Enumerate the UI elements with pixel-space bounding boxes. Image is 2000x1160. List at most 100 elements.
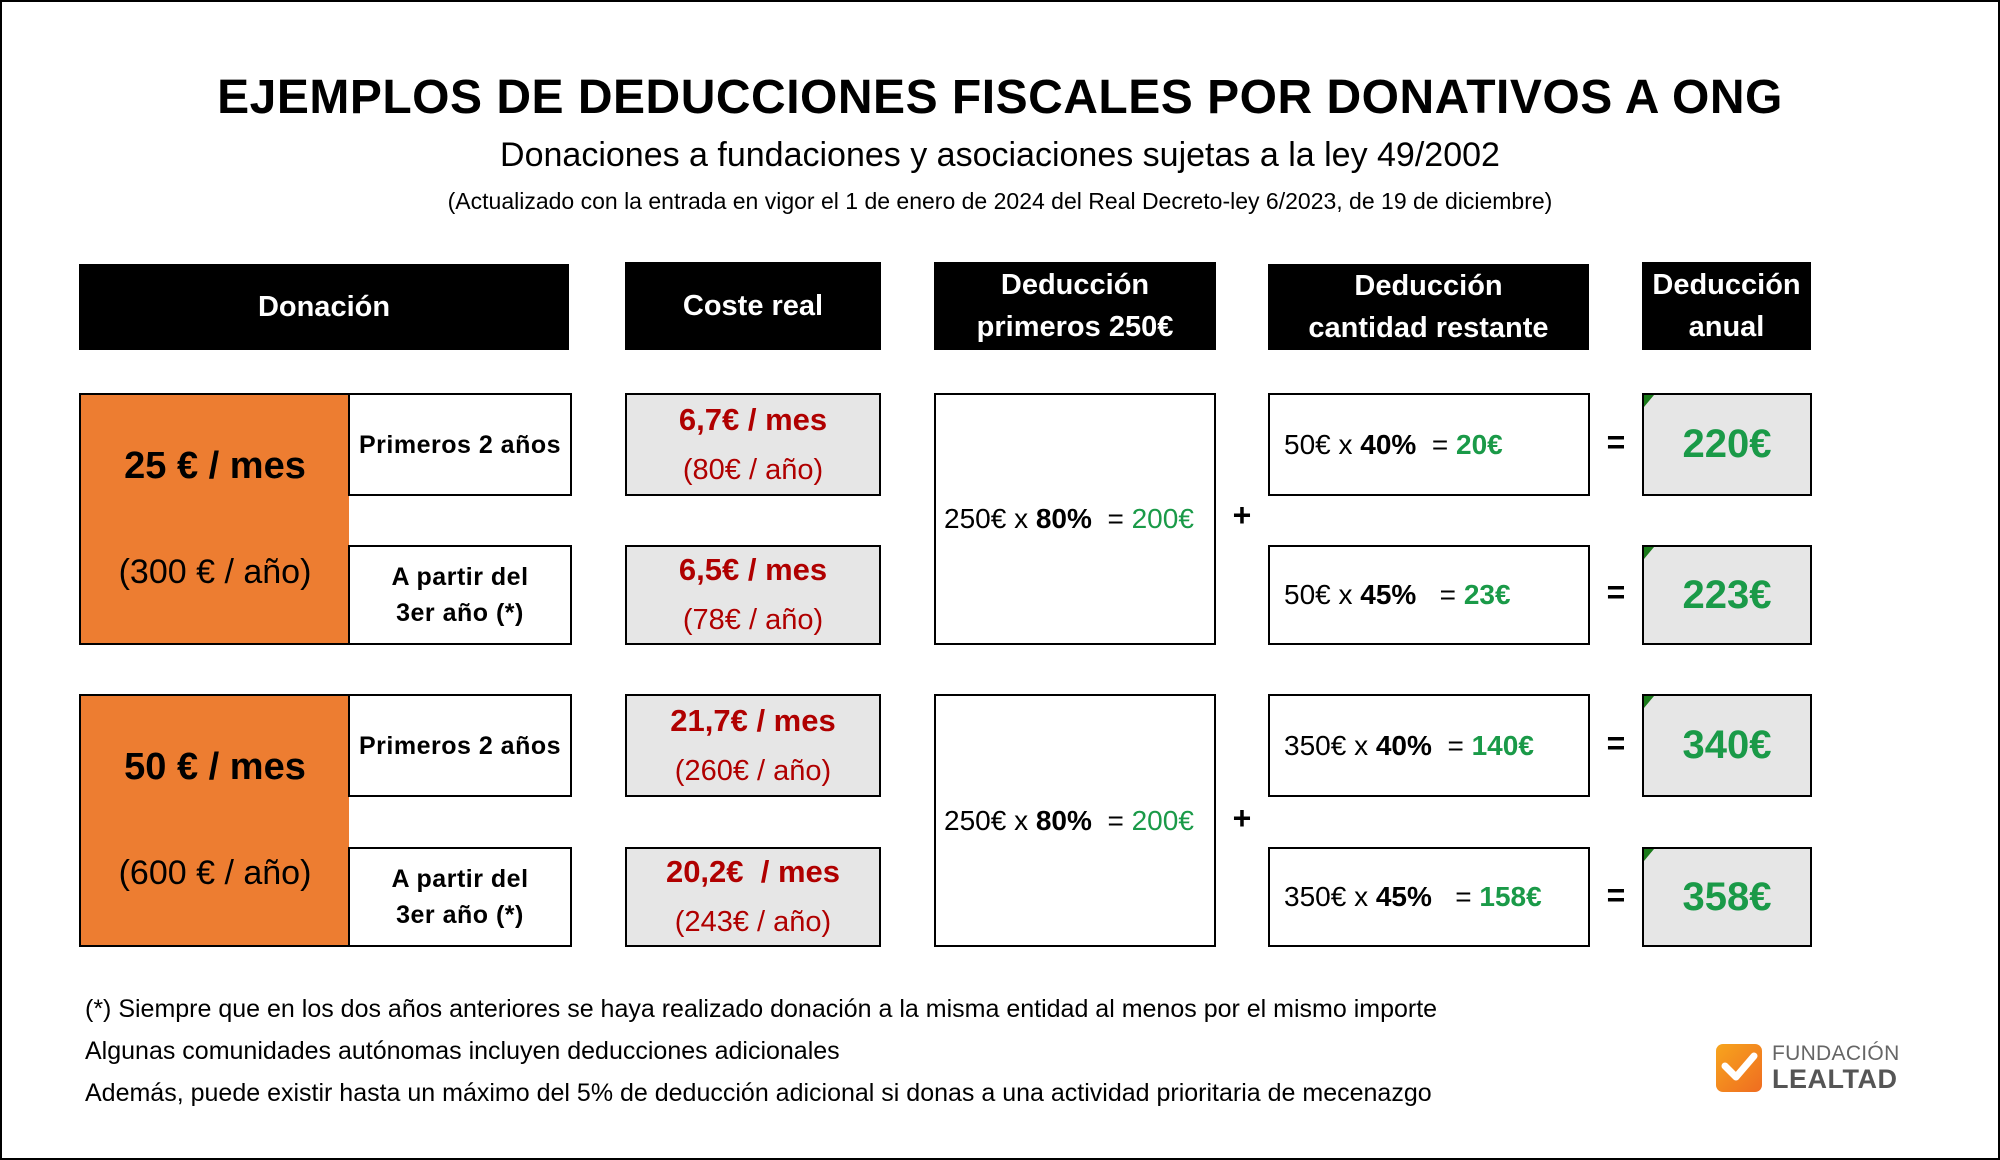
cost-monthly: 6,5€ / mes xyxy=(678,552,828,587)
header-donacion: Donación xyxy=(79,264,569,350)
checkmark-icon xyxy=(1716,1044,1762,1092)
annual-total: 223€ xyxy=(1642,545,1812,645)
donation-box: 25 € / mes (300 € / año) xyxy=(79,393,349,645)
cost-yearly: (243€ / año) xyxy=(674,906,832,938)
period-label-text: A partir del xyxy=(391,865,529,893)
logo-text-line2: LEALTAD xyxy=(1772,1064,1898,1094)
calc-pct: 80% xyxy=(1035,804,1092,836)
corner-marker xyxy=(1644,696,1654,708)
plus-sign: + xyxy=(1232,800,1252,836)
corner-marker xyxy=(1644,849,1654,861)
header-line: Deducción xyxy=(1652,269,1801,301)
calc-eq: = xyxy=(1455,881,1472,912)
first-250-deduction: 250€ x 80% = 200€ xyxy=(934,393,1216,645)
remaining-deduction: 350€ x 40% = 140€ xyxy=(1268,694,1590,797)
calc-result: 200€ xyxy=(1131,804,1194,836)
header-line: anual xyxy=(1688,311,1765,343)
calc-result: 200€ xyxy=(1131,503,1194,534)
period-label: Primeros 2 años xyxy=(348,694,572,797)
equals-sign: = xyxy=(1606,725,1626,761)
calc-pct: 40% xyxy=(1375,729,1432,761)
calc-times: x xyxy=(1014,503,1029,534)
annual-total: 220€ xyxy=(1642,393,1812,496)
period-label: Primeros 2 años xyxy=(348,393,572,496)
calc-pct: 45% xyxy=(1360,579,1417,610)
calc-base: 50€ xyxy=(1284,579,1331,610)
equals-sign: = xyxy=(1606,424,1626,460)
donation-monthly: 25 € / mes xyxy=(124,445,306,487)
footnote: Además, puede existir hasta un máximo de… xyxy=(85,1079,1432,1107)
calc-pct: 45% xyxy=(1375,881,1432,912)
remaining-deduction: 50€ x 40% = 20€ xyxy=(1268,393,1590,496)
header-deduccion-primeros: Deducción primeros 250€ xyxy=(934,262,1216,350)
cost-yearly: (260€ / año) xyxy=(674,754,832,787)
calc-times: x xyxy=(1354,729,1369,761)
header-line: Deducción xyxy=(1354,270,1503,302)
cost-box: 6,7€ / mes (80€ / año) xyxy=(625,393,881,496)
annual-total: 358€ xyxy=(1642,847,1812,947)
calc-pct: 80% xyxy=(1035,503,1092,534)
equals-sign: = xyxy=(1606,574,1626,610)
cost-monthly: 20,2€ / mes xyxy=(665,854,841,889)
calc-base: 350€ xyxy=(1284,729,1347,761)
period-label-text: A partir del xyxy=(391,563,529,591)
cost-box: 21,7€ / mes (260€ / año) xyxy=(625,694,881,797)
calc-base: 350€ xyxy=(1284,881,1347,912)
cost-box: 20,2€ / mes (243€ / año) xyxy=(625,847,881,947)
calc-eq: = xyxy=(1447,729,1464,761)
annual-total-value: 340€ xyxy=(1682,723,1772,767)
calc-pct: 40% xyxy=(1360,428,1417,460)
calc-base: 50€ xyxy=(1284,428,1331,460)
donation-yearly: (600 € / año) xyxy=(118,854,312,892)
header-deduccion-anual: Deducción anual xyxy=(1642,262,1811,350)
period-label-text: 3er año (*) xyxy=(396,901,524,929)
annual-total-value: 358€ xyxy=(1682,874,1772,919)
update-note: (Actualizado con la entrada en vigor el … xyxy=(447,188,1553,214)
cost-yearly: (80€ / año) xyxy=(682,453,824,486)
header-line: primeros 250€ xyxy=(976,311,1174,343)
fundacion-lealtad-logo: FUNDACIÓN LEALTAD xyxy=(1716,1040,1899,1096)
annual-total-value: 220€ xyxy=(1682,422,1772,466)
cost-monthly: 21,7€ / mes xyxy=(670,702,836,738)
calc-eq: = xyxy=(1107,503,1124,534)
page-title: EJEMPLOS DE DEDUCCIONES FISCALES POR DON… xyxy=(217,71,1783,124)
logo-text-line1: FUNDACIÓN xyxy=(1772,1042,1900,1065)
remaining-deduction: 350€ x 45% = 158€ xyxy=(1268,847,1590,947)
cost-yearly: (78€ / año) xyxy=(682,604,824,636)
calc-times: x xyxy=(1338,579,1353,610)
calc-eq: = xyxy=(1107,804,1124,836)
period-label: A partir del 3er año (*) xyxy=(348,847,572,947)
period-label-text: 3er año (*) xyxy=(396,599,524,627)
donation-box: 50 € / mes (600 € / año) xyxy=(79,694,349,947)
calc-eq: = xyxy=(1431,428,1449,460)
calc-eq: = xyxy=(1439,579,1457,610)
first-250-deduction: 250€ x 80% = 200€ xyxy=(934,694,1216,947)
calc-base: 250€ xyxy=(944,503,1007,534)
footnote: (*) Siempre que en los dos años anterior… xyxy=(85,995,1438,1023)
calc-result: 158€ xyxy=(1479,881,1542,912)
calc-times: x xyxy=(1338,428,1353,460)
header-line: cantidad restante xyxy=(1308,312,1549,344)
cost-box: 6,5€ / mes (78€ / año) xyxy=(625,545,881,645)
calc-times: x xyxy=(1354,881,1369,912)
corner-marker xyxy=(1644,547,1654,559)
annual-total: 340€ xyxy=(1642,694,1812,797)
donation-yearly: (300 € / año) xyxy=(118,553,312,591)
page-subtitle: Donaciones a fundaciones y asociaciones … xyxy=(500,136,1500,174)
footnote: Algunas comunidades autónomas incluyen d… xyxy=(85,1037,840,1065)
plus-sign: + xyxy=(1232,497,1252,533)
period-label-text: Primeros 2 años xyxy=(358,430,562,459)
calc-base: 250€ xyxy=(944,804,1007,836)
calc-result: 140€ xyxy=(1471,729,1534,761)
header-coste-real: Coste real xyxy=(625,262,881,350)
equals-sign: = xyxy=(1606,877,1626,913)
calc-result: 20€ xyxy=(1456,428,1503,460)
annual-total-value: 223€ xyxy=(1682,572,1772,617)
calc-result: 23€ xyxy=(1463,579,1511,610)
remaining-deduction: 50€ x 45% = 23€ xyxy=(1268,545,1590,645)
header-line: Deducción xyxy=(1000,269,1150,301)
corner-marker xyxy=(1644,395,1654,407)
donation-monthly: 50 € / mes xyxy=(124,746,306,788)
header-deduccion-restante: Deducción cantidad restante xyxy=(1268,264,1589,350)
